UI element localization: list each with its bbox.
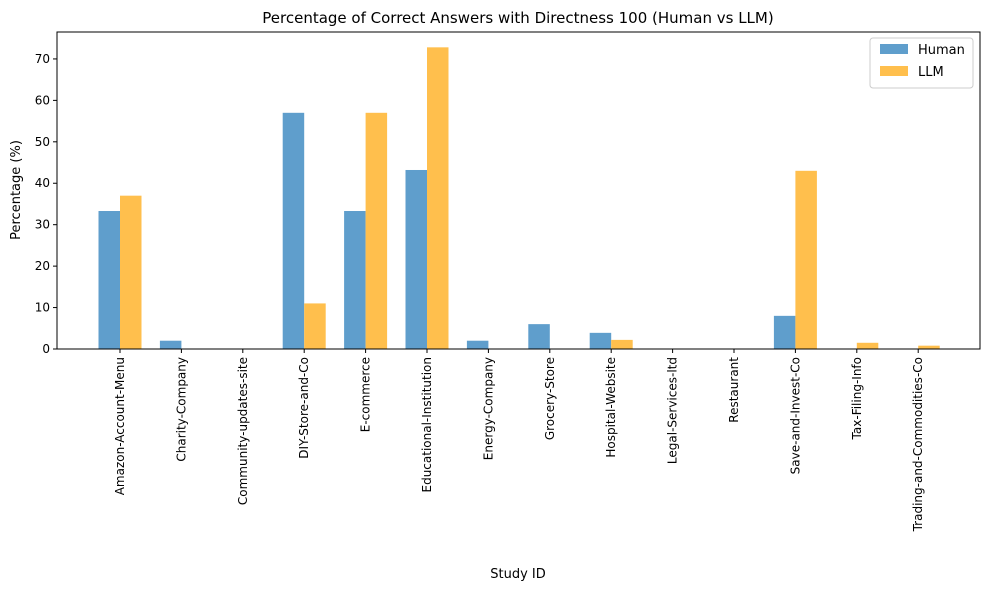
- x-tick-label: Legal-Services-ltd: [666, 357, 680, 464]
- bar-human-educational-institution: [405, 169, 427, 349]
- x-tick-label: DIY-Store-and-Co: [297, 357, 311, 459]
- x-axis-label: Study ID: [490, 567, 546, 582]
- y-tick-label: 30: [35, 218, 50, 232]
- x-tick-label: Restaurant: [727, 357, 741, 423]
- x-tick-label: Educational-Institution: [420, 357, 434, 493]
- x-tick-label: Trading-and-Commodities-Co: [911, 357, 925, 532]
- y-tick-label: 50: [35, 135, 50, 149]
- y-tick-label: 60: [35, 93, 50, 107]
- x-tick-label: E-commerce: [359, 357, 373, 432]
- bar-llm-tax-filing-info: [856, 342, 879, 349]
- legend-label-human: Human: [918, 43, 965, 58]
- x-tick-label: Hospital-Website: [604, 357, 618, 458]
- bar-llm-e-commerce: [365, 112, 388, 349]
- x-tick-label: Tax-Filing-Info: [850, 357, 864, 440]
- chart-title: Percentage of Correct Answers with Direc…: [262, 9, 773, 27]
- x-tick-label: Charity-Company: [174, 357, 188, 462]
- bar-human-grocery-store: [528, 324, 550, 349]
- legend-swatch-human: [880, 44, 908, 54]
- bars-layer: [98, 47, 940, 349]
- bar-human-energy-company: [466, 340, 489, 349]
- y-tick-label: 40: [35, 176, 50, 190]
- bar-human-hospital-website: [589, 332, 612, 349]
- x-tick-label: Community-updates-site: [236, 357, 250, 505]
- bar-human-charity-company: [159, 340, 182, 349]
- bar-llm-educational-institution: [427, 47, 449, 349]
- y-tick-label: 20: [35, 259, 50, 273]
- x-tick-label: Amazon-Account-Menu: [113, 357, 127, 495]
- y-tick-label: 10: [35, 301, 50, 315]
- bar-llm-amazon-account-menu: [120, 195, 142, 349]
- legend-swatch-llm: [880, 66, 908, 76]
- legend: Human LLM: [869, 37, 974, 89]
- plot-area-frame: [56, 31, 981, 350]
- x-tick-label: Grocery-Store: [543, 357, 557, 440]
- axis-ticks: 0 10 20 30 40 50 60 70 Amazon-Account-Menu Charit…: [35, 52, 925, 532]
- y-tick-label: 0: [42, 342, 50, 356]
- bar-human-save-and-invest-co: [773, 315, 796, 349]
- bar-human-e-commerce: [344, 211, 366, 349]
- bar-llm-hospital-website: [611, 339, 633, 349]
- legend-label-llm: LLM: [918, 65, 944, 80]
- x-tick-label: Save-and-Invest-Co: [788, 357, 802, 474]
- y-axis-label: Percentage (%): [9, 140, 24, 240]
- x-tick-label: Energy-Company: [481, 357, 495, 460]
- bar-llm-trading-and-commodities-co: [918, 345, 940, 349]
- bar-llm-diy-store-and-co: [304, 303, 326, 349]
- y-tick-label: 70: [35, 52, 50, 66]
- bar-human-amazon-account-menu: [98, 211, 120, 349]
- bar-llm-save-and-invest-co: [795, 170, 817, 349]
- bar-human-diy-store-and-co: [282, 112, 305, 349]
